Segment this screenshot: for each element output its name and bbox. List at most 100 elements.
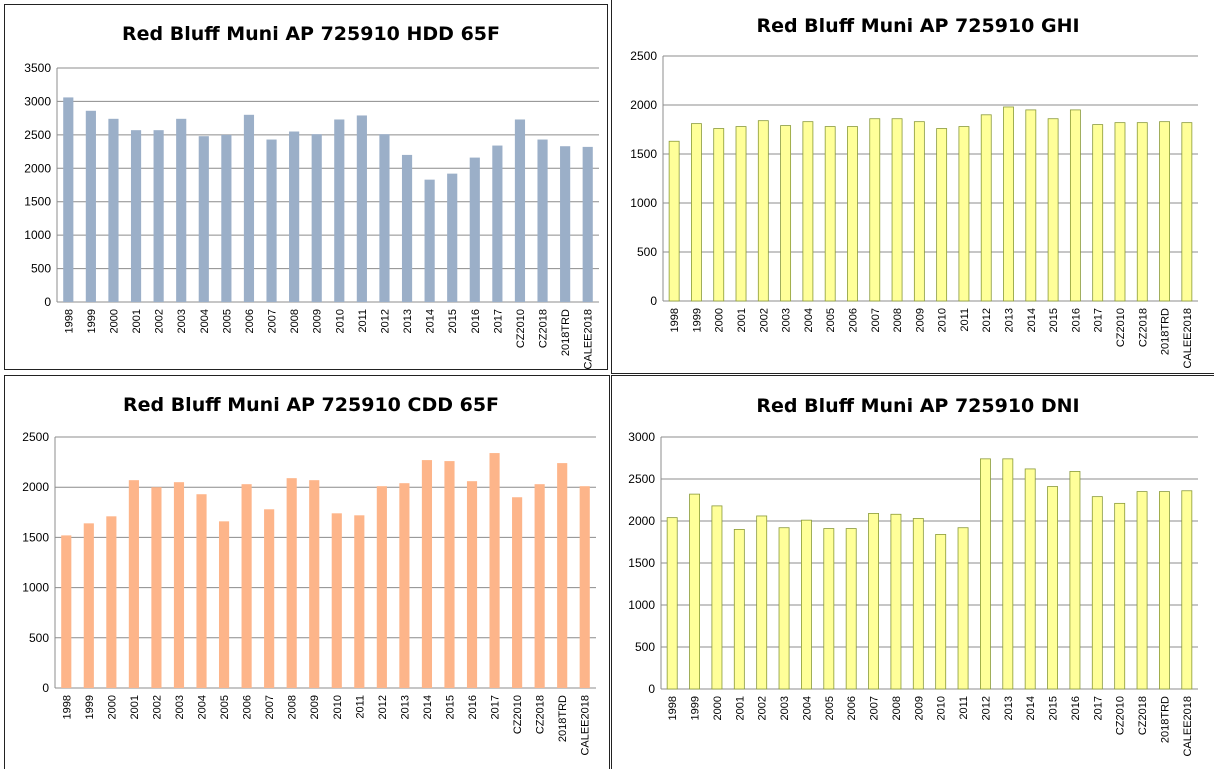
x-tick-label: 2015	[1048, 696, 1060, 720]
bar-2008	[891, 118, 903, 302]
bar-2014	[421, 460, 433, 688]
x-tick-label: 2005	[825, 308, 837, 332]
bar-1999	[689, 493, 700, 690]
bar-2010	[936, 128, 948, 302]
y-tick-label: 1000	[630, 196, 657, 210]
bar-2014	[1025, 109, 1037, 302]
y-tick-label: 2000	[22, 480, 49, 494]
bar-CZ2010	[512, 497, 523, 688]
x-tick-label: 2006	[242, 695, 254, 719]
bar-2018TRD	[1159, 491, 1170, 690]
x-tick-label: 2010	[936, 696, 948, 720]
bar-2015	[1047, 486, 1058, 690]
bar-2017	[492, 145, 503, 302]
bar-2006	[847, 126, 858, 302]
bar-2005	[218, 521, 230, 688]
x-tick-label: 1999	[86, 309, 98, 333]
y-tick-label: 2000	[628, 514, 655, 528]
bar-2004	[198, 136, 209, 302]
bar-CZ2010	[1114, 122, 1126, 302]
bar-2017	[1092, 124, 1104, 302]
bar-1998	[666, 517, 678, 690]
x-tick-label: 2009	[914, 308, 926, 332]
x-tick-label: 2002	[151, 695, 163, 719]
y-tick-label: 1500	[630, 147, 657, 161]
y-tick-label: 500	[31, 262, 51, 276]
bar-2006	[845, 528, 857, 690]
bar-CZ2018	[534, 484, 545, 688]
x-tick-label: 2016	[1070, 308, 1082, 332]
bar-2003	[176, 118, 187, 302]
x-tick-label: 2011	[958, 696, 970, 720]
bar-2018TRD	[557, 463, 568, 688]
bar-2009	[311, 134, 322, 302]
x-tick-label: CZ2010	[512, 695, 524, 734]
x-tick-label: CZ2010	[1115, 696, 1127, 735]
bar-2015	[444, 461, 455, 688]
x-tick-label: 2014	[1025, 696, 1037, 720]
x-tick-label: 2006	[846, 696, 858, 720]
x-tick-label: 2017	[490, 695, 502, 719]
chart-title: Red Bluff Muni AP 725910 HDD 65F	[122, 23, 500, 45]
x-tick-label: 2009	[913, 696, 925, 720]
y-tick-label: 2500	[24, 128, 51, 142]
bar-2015	[447, 173, 458, 302]
x-tick-label: 2005	[221, 309, 233, 333]
bar-2013	[1003, 106, 1014, 302]
x-tick-label: 2001	[131, 309, 143, 333]
y-tick-label: 500	[635, 640, 655, 654]
bar-2000	[713, 128, 725, 302]
y-tick-label: 2500	[628, 472, 655, 486]
x-tick-label: 2000	[106, 695, 118, 719]
x-tick-label: 2018TRD	[560, 309, 572, 356]
bar-2005	[221, 134, 232, 302]
x-tick-label: 2001	[736, 308, 748, 332]
x-tick-label: 2012	[980, 696, 992, 720]
chart-title: Red Bluff Muni AP 725910 CDD 65F	[123, 394, 499, 416]
y-tick-label: 2500	[22, 430, 49, 444]
bar-2007	[869, 118, 881, 302]
bar-1998	[63, 97, 74, 302]
x-tick-label: CALEE2018	[1182, 308, 1194, 369]
bar-2012	[980, 458, 991, 690]
bar-2002	[151, 487, 162, 688]
x-tick-label: 2012	[377, 695, 389, 719]
x-tick-label: 2006	[244, 309, 256, 333]
x-tick-label: 2008	[892, 308, 904, 332]
bar-CZ2010	[1114, 502, 1126, 690]
x-tick-label: 1999	[691, 308, 703, 332]
x-tick-label: 2014	[422, 695, 434, 719]
x-tick-label: 2002	[154, 309, 166, 333]
bar-2011	[354, 515, 365, 688]
bar-CALEE2018	[579, 486, 590, 688]
bar-2007	[266, 139, 277, 302]
chart-panel-hdd: Red Bluff Muni AP 725910 HDD 65F 0 500 1000…	[4, 4, 608, 370]
x-tick-label: 2001	[734, 696, 746, 720]
x-tick-label: 2000	[108, 309, 120, 333]
x-tick-label: 2016	[470, 309, 482, 333]
x-tick-label: 2015	[447, 309, 459, 333]
bar-2001	[735, 126, 747, 302]
x-tick-label: 1998	[63, 309, 75, 333]
x-tick-label: 2004	[199, 309, 211, 333]
y-tick-label: 0	[648, 682, 655, 696]
x-tick-label: 2010	[937, 308, 949, 332]
x-tick-label: CZ2018	[535, 695, 547, 734]
chart-title: Red Bluff Muni AP 725910 GHI	[756, 15, 1079, 37]
bar-2010	[935, 534, 947, 690]
bar-2017	[1091, 496, 1103, 690]
bar-2015	[1047, 118, 1059, 302]
bar-2016	[1069, 109, 1081, 302]
bar-2002	[757, 120, 769, 302]
bar-2001	[733, 528, 745, 690]
x-tick-label: 1998	[669, 308, 681, 332]
bar-2008	[286, 478, 297, 688]
x-tick-label: 2005	[824, 696, 836, 720]
bar-CALEE2018	[582, 146, 593, 302]
x-tick-label: 2018TRD	[557, 695, 569, 742]
x-tick-label: 2003	[779, 696, 791, 720]
x-tick-label: 2012	[379, 309, 391, 333]
y-tick-label: 0	[44, 295, 51, 309]
bar-2009	[309, 480, 320, 688]
x-tick-label: 2008	[891, 696, 903, 720]
